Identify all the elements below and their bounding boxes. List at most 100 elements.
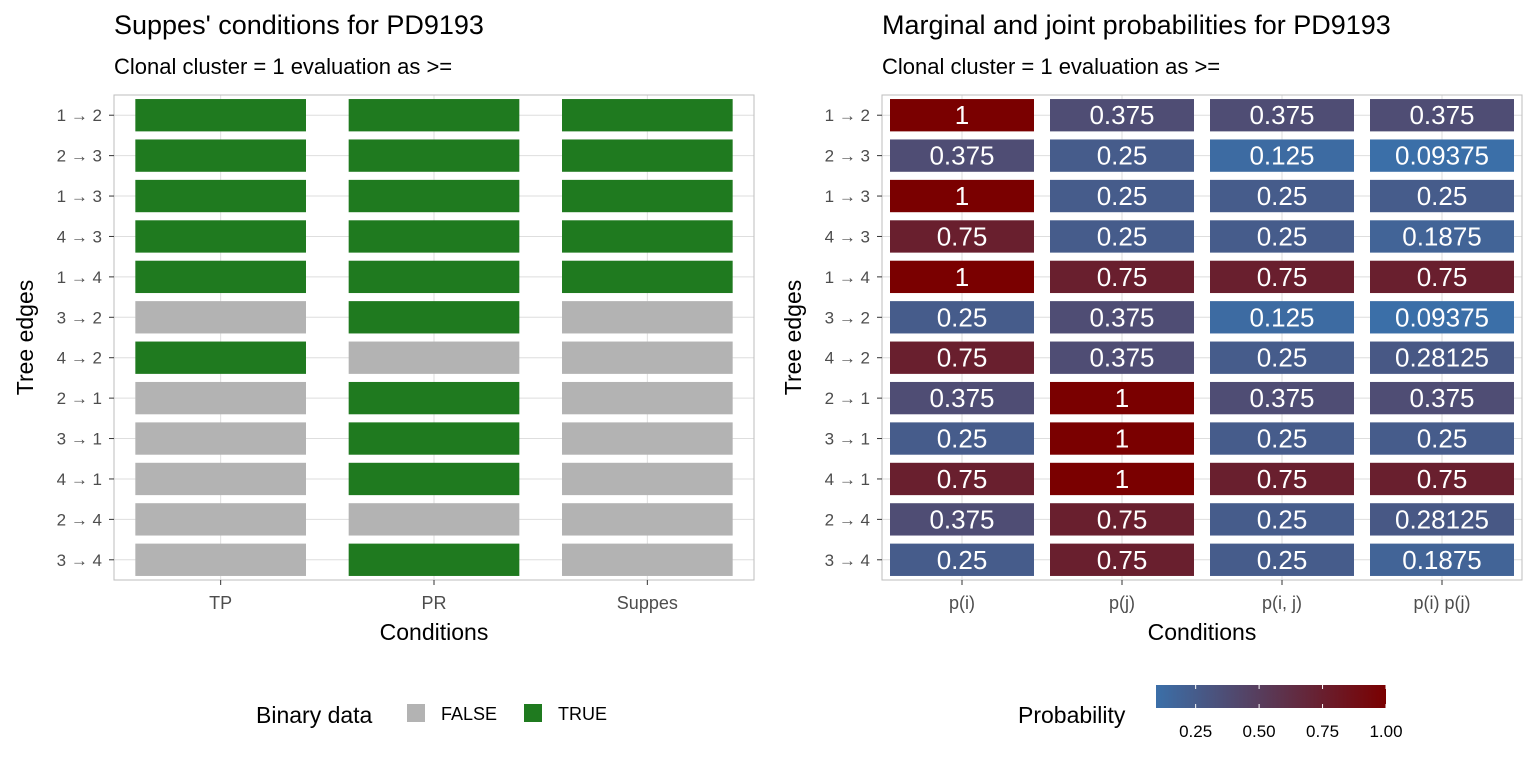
y-tick-label: 3 → 2 (825, 308, 870, 327)
heatmap-cell (348, 462, 520, 496)
heatmap-cell (135, 341, 306, 374)
y-tick-label: 3 → 2 (57, 308, 102, 327)
cell-value-label: 0.25 (1097, 221, 1148, 251)
heatmap-cell (562, 301, 733, 334)
heatmap-cell (562, 260, 733, 294)
suppes-conditions-panel: Suppes' conditions for PD9193 Clonal clu… (12, 10, 755, 728)
cell-value-label: 0.375 (929, 504, 994, 534)
y-tick-label: 1 → 3 (825, 187, 870, 206)
cell-value-label: 0.25 (1257, 545, 1308, 575)
heatmap-cell (562, 381, 733, 415)
heatmap-cell (890, 341, 1034, 374)
cell-value-label: 0.75 (1417, 262, 1468, 292)
cell-value-label: 0.75 (1417, 464, 1468, 494)
legend-title: Binary data (256, 702, 373, 728)
cell-value-label: 0.375 (1249, 100, 1314, 130)
heatmap-cell (1370, 543, 1514, 576)
cell-value-label: 0.25 (1257, 181, 1308, 211)
y-axis-title: Tree edges (12, 280, 38, 396)
heatmap-cell (1370, 462, 1514, 496)
heatmap-cell (562, 543, 733, 576)
y-tick-label: 2 → 1 (57, 389, 102, 408)
heatmap-cell (1370, 503, 1514, 536)
heatmap-cell (1370, 139, 1514, 172)
heatmap-cell (348, 422, 520, 455)
cell-value-label: 0.25 (1257, 343, 1308, 373)
colorbar-tick-label: 1.00 (1369, 722, 1402, 741)
y-tick-label: 2 → 4 (57, 510, 102, 529)
cell-value-label: 0.09375 (1395, 141, 1489, 171)
heatmap-cell (135, 139, 306, 172)
heatmap-cell (348, 220, 520, 253)
heatmap-cell (1050, 139, 1194, 172)
colorbar-tick-label: 0.50 (1243, 722, 1276, 741)
legend-title: Probability (1018, 702, 1126, 728)
x-tick-label: Suppes (617, 593, 678, 613)
y-tick-label: 4 → 2 (57, 349, 102, 368)
y-tick-label: 3 → 1 (57, 430, 102, 449)
y-tick-label: 4 → 2 (825, 349, 870, 368)
legend-label: FALSE (441, 704, 497, 724)
y-tick-label: 2 → 1 (825, 389, 870, 408)
heatmap-cell (890, 99, 1034, 132)
heatmap-cell (1050, 503, 1194, 536)
x-tick-label: TP (209, 593, 232, 613)
cell-value-label: 1 (1115, 424, 1129, 454)
heatmap-cell (135, 220, 306, 253)
x-axis-title: Conditions (380, 619, 489, 645)
y-axis-title: Tree edges (780, 280, 806, 396)
cell-value-label: 0.09375 (1395, 302, 1489, 332)
heatmap-cell (890, 220, 1034, 253)
x-tick-label: p(i, j) (1262, 593, 1302, 613)
legend-swatch (407, 704, 425, 722)
left-chart-subtitle: Clonal cluster = 1 evaluation as >= (114, 54, 453, 79)
panel-border (881, 94, 1523, 581)
cell-value-label: 0.25 (1097, 181, 1148, 211)
cell-value-label: 1 (955, 262, 969, 292)
y-tick-label: 1 → 3 (57, 187, 102, 206)
cell-value-label: 0.75 (1097, 262, 1148, 292)
probabilities-panel: Marginal and joint probabilities for PD9… (768, 0, 1536, 768)
heatmap-cell (1050, 462, 1194, 496)
probability-heatmap: 1 → 2 2 → 3 1 → 3 4 → 3 1 → 4 3 → 2 4 → 2 2 → 1… (780, 94, 1523, 741)
y-tick-label: 1 → 4 (825, 268, 870, 287)
y-tick-label: 4 → 3 (57, 227, 102, 246)
heatmap-cell (1370, 220, 1514, 253)
cell-value-label: 0.25 (1257, 504, 1308, 534)
cell-value-label: 1 (955, 181, 969, 211)
heatmap-cell (890, 381, 1034, 415)
legend-swatch (524, 704, 542, 722)
cell-value-label: 0.375 (1089, 343, 1154, 373)
heatmap-cell (1210, 220, 1354, 253)
cell-value-label: 0.25 (1257, 424, 1308, 454)
heatmap-cell (1050, 341, 1194, 374)
heatmap-cell (890, 422, 1034, 455)
heatmap-cell (890, 462, 1034, 496)
heatmap-cell (1370, 260, 1514, 294)
heatmap-cell (1210, 381, 1354, 415)
heatmap-cell (890, 503, 1034, 536)
heatmap-cell (1210, 341, 1354, 374)
cell-value-label: 0.375 (1089, 302, 1154, 332)
cell-value-label: 0.125 (1249, 302, 1314, 332)
heatmap-cell (135, 422, 306, 455)
left-chart-title: Suppes' conditions for PD9193 (114, 10, 484, 40)
y-tick-label: 1 → 4 (57, 268, 102, 287)
heatmap-cell (348, 260, 520, 294)
cell-value-label: 0.25 (1097, 141, 1148, 171)
y-tick-label: 4 → 1 (57, 470, 102, 489)
heatmap-cell (1210, 301, 1354, 334)
heatmap-cell (1210, 139, 1354, 172)
colorbar-tick-label: 0.75 (1306, 722, 1339, 741)
cell-value-label: 0.75 (1097, 545, 1148, 575)
legend-label: TRUE (558, 704, 607, 724)
heatmap-cell (1370, 422, 1514, 455)
cell-value-label: 0.25 (937, 424, 988, 454)
heatmap-cell (1210, 422, 1354, 455)
x-tick-label: p(j) (1109, 593, 1135, 613)
y-tick-label: 2 → 4 (825, 510, 870, 529)
heatmap-cell (890, 260, 1034, 294)
heatmap-cell (348, 179, 520, 213)
cell-value-label: 0.375 (929, 383, 994, 413)
heatmap-cell (348, 301, 520, 334)
